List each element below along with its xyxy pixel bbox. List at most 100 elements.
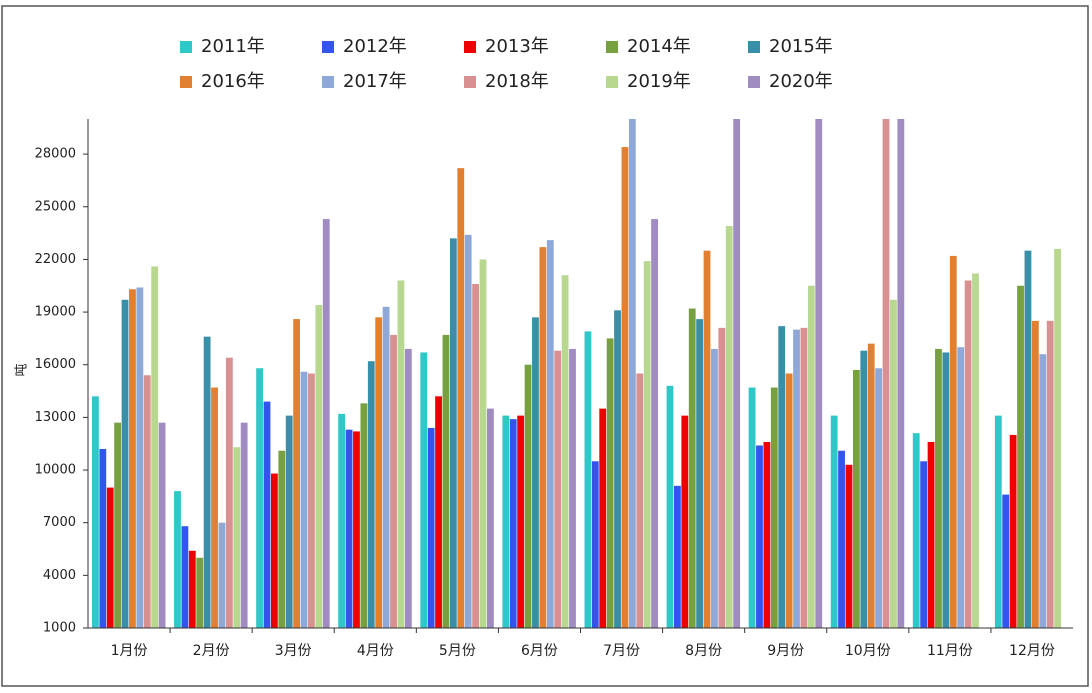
bar [621, 147, 629, 628]
x-tick-label: 12月份 [1009, 643, 1055, 659]
bar [188, 550, 196, 628]
bar [591, 461, 599, 628]
bar [211, 387, 218, 628]
bar [285, 415, 293, 628]
y-axis-label: 吨 [15, 363, 30, 376]
bar [532, 317, 539, 628]
bar [957, 347, 965, 628]
x-tick-label: 3月份 [275, 643, 312, 659]
x-tick-label: 4月份 [357, 643, 394, 659]
bar [181, 526, 189, 628]
bar [99, 448, 107, 628]
bar [882, 119, 890, 628]
bar [278, 450, 286, 628]
x-tick-label: 5月份 [439, 643, 476, 659]
legend-label: 2019年 [627, 71, 691, 92]
bar [308, 373, 315, 628]
legend-label: 2018年 [485, 71, 549, 92]
x-tick-label: 6月份 [521, 643, 558, 659]
y-tick-label: 13000 [35, 410, 76, 425]
legend-swatch [606, 41, 618, 53]
bar [345, 429, 353, 628]
bar [852, 369, 860, 628]
bar [427, 427, 435, 628]
bar [315, 305, 323, 628]
bar [218, 522, 226, 628]
bar [256, 368, 263, 628]
bar [643, 261, 651, 628]
x-tick-label: 9月份 [767, 643, 804, 659]
bar [457, 168, 465, 628]
bar [404, 348, 412, 628]
bar [158, 422, 166, 628]
bar [517, 415, 525, 628]
bar [390, 334, 397, 628]
legend-label: 2011年 [201, 36, 265, 57]
bar [293, 319, 301, 628]
bar [949, 255, 957, 628]
bar [524, 364, 532, 628]
y-tick-label: 25000 [35, 199, 76, 214]
bar [129, 289, 136, 628]
bar [509, 419, 517, 628]
legend-label: 2013年 [485, 36, 549, 57]
bar [233, 447, 241, 628]
bar [584, 331, 592, 628]
bar [442, 334, 450, 628]
legend-swatch [464, 41, 476, 53]
bar [703, 250, 711, 628]
bar [830, 415, 838, 628]
bar [1009, 434, 1017, 628]
bar [748, 387, 756, 628]
bar [420, 352, 428, 628]
bar [733, 119, 741, 628]
bar [696, 319, 704, 628]
bar [263, 401, 271, 628]
bar [972, 273, 979, 628]
legend-swatch [322, 76, 334, 88]
bar [1031, 320, 1039, 628]
bar [225, 357, 233, 628]
bar [628, 119, 636, 628]
bar [793, 329, 800, 628]
bar [382, 306, 390, 628]
y-tick-label: 4000 [43, 568, 76, 583]
bar [114, 422, 122, 628]
bar [397, 280, 405, 628]
legend-label: 2012年 [343, 36, 407, 57]
bar [1039, 354, 1047, 628]
bar [935, 348, 942, 628]
bar [927, 441, 935, 628]
bar [1054, 248, 1061, 628]
legend-label: 2020年 [769, 71, 833, 92]
bar [502, 415, 510, 628]
bar [1024, 250, 1032, 628]
bar [711, 348, 718, 628]
bar [875, 368, 883, 628]
bar [688, 308, 696, 628]
y-tick-label: 16000 [35, 357, 76, 372]
bar [666, 385, 674, 628]
bar [614, 310, 621, 628]
bar [606, 338, 614, 628]
bar [636, 373, 644, 628]
legend-label: 2016年 [201, 71, 265, 92]
bar [770, 387, 778, 628]
y-tick-label: 28000 [35, 147, 76, 162]
bar [554, 350, 562, 628]
bar [270, 473, 278, 628]
bar [800, 327, 808, 628]
legend-swatch [748, 41, 760, 53]
legend-label: 2017年 [343, 71, 407, 92]
legend-swatch [748, 76, 760, 88]
legend-swatch [180, 41, 192, 53]
bar [756, 445, 763, 628]
bar [449, 238, 457, 628]
bar [300, 371, 308, 628]
y-tick-label: 1000 [43, 621, 76, 636]
bar [487, 408, 494, 628]
bar [143, 375, 151, 628]
bar [472, 283, 479, 628]
x-tick-label: 10月份 [845, 643, 891, 659]
